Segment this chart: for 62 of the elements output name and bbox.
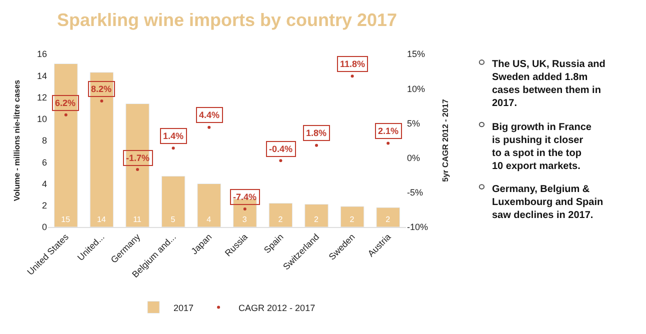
chart-title: Sparkling wine imports by country 2017 <box>56 10 398 30</box>
y2-tick-label: 5% <box>407 118 420 128</box>
data-label: 2 <box>278 215 284 224</box>
legend-label: 2017 <box>174 302 194 313</box>
y2-tick-label: -5% <box>407 188 424 198</box>
data-label: 1.4% <box>163 131 184 141</box>
data-label: 1.8% <box>306 128 327 138</box>
y2-tick-label: -10% <box>407 222 428 232</box>
legend-label: CAGR 2012 - 2017 <box>238 302 316 313</box>
data-label: 2 <box>314 215 319 224</box>
data-label: 11 <box>133 215 142 224</box>
point <box>136 168 139 172</box>
point <box>315 144 318 147</box>
point <box>386 142 390 145</box>
y-tick-label: 16 <box>36 49 47 60</box>
text: The US, UK, Russia and Sweden added 1.8m cases between them in 2017. <box>492 59 606 109</box>
y-tick-label: 8 <box>42 136 47 146</box>
data-label: 5 <box>170 215 176 224</box>
point <box>172 146 175 150</box>
y-axis-title: Volume - millions nie-litre cases <box>12 79 22 202</box>
data-label: 2.1% <box>378 126 399 136</box>
y2-tick-label: 10% <box>407 84 426 94</box>
y-tick-label: 12 <box>36 92 47 102</box>
point <box>208 126 211 129</box>
data-label: -7.4% <box>233 192 257 202</box>
bar <box>197 184 221 227</box>
data-label: 4 <box>206 215 212 224</box>
point <box>243 208 246 211</box>
bar <box>126 103 150 227</box>
data-label: 15 <box>61 215 71 224</box>
bar <box>233 198 257 227</box>
y-tick-label: 2 <box>42 200 47 211</box>
y2-tick-label: 0% <box>407 152 420 163</box>
y-tick-label: 0 <box>42 222 47 232</box>
point <box>279 159 282 162</box>
data-label: 4.4% <box>199 110 220 120</box>
point <box>350 74 354 78</box>
text: Big growth in France is pushing it closer to a spot in the top 10 export markets. <box>492 122 592 172</box>
bar <box>54 63 78 227</box>
bar <box>268 202 293 227</box>
y-tick-label: 14 <box>36 70 47 81</box>
y-tick-label: 6 <box>42 157 47 168</box>
bar <box>340 206 364 227</box>
y-tick-label: 4 <box>42 178 47 189</box>
bar <box>161 176 186 227</box>
data-label: 2 <box>350 215 355 224</box>
y2-axis-title: 5yr CAGR 2012 - 2017 <box>441 98 450 182</box>
bar <box>304 204 328 227</box>
bar <box>90 72 114 227</box>
y2-tick-label: 15% <box>407 49 426 60</box>
data-label: 2 <box>386 215 391 224</box>
bar <box>376 207 400 227</box>
point <box>64 113 68 116</box>
data-label: 11.8% <box>340 59 366 69</box>
data-label: 6.2% <box>55 98 76 108</box>
y-tick-label: 10 <box>36 114 47 124</box>
text: Germany, Belgium & Luxembourg and Spain saw declines in 2017. <box>492 184 604 221</box>
data-label: 8.2% <box>91 84 112 94</box>
data-label: 3 <box>242 215 248 224</box>
data-label: 14 <box>96 215 106 224</box>
data-label: -0.4% <box>269 144 293 154</box>
point <box>100 100 104 103</box>
